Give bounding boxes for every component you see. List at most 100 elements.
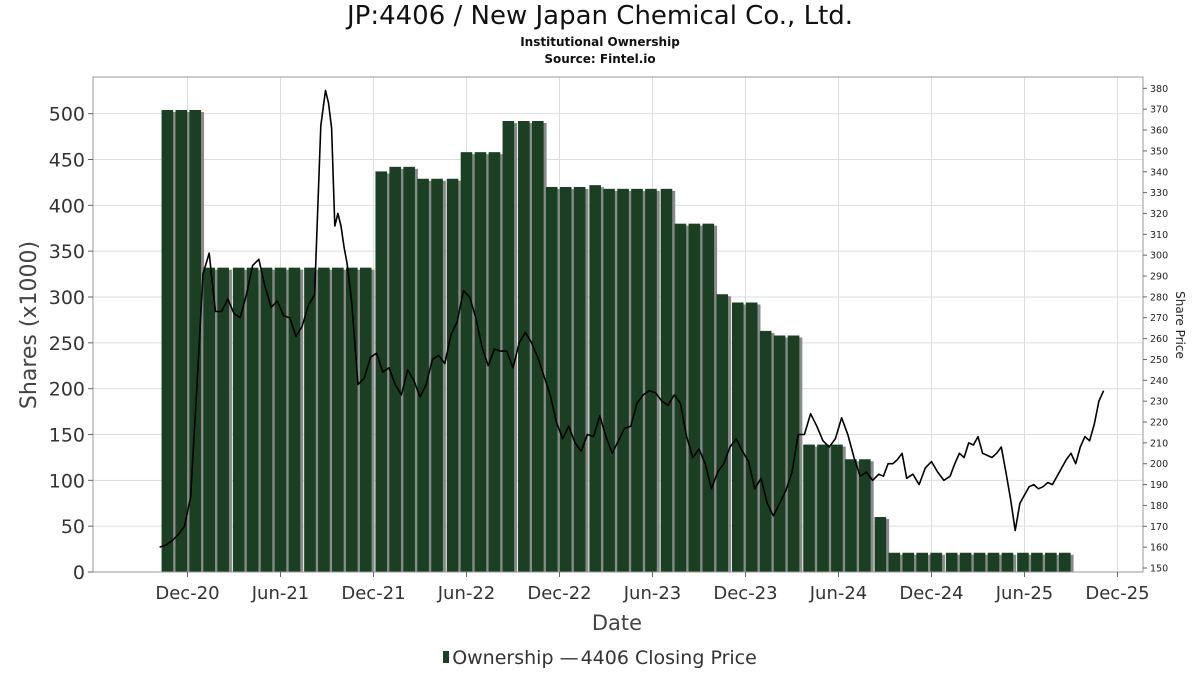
x-tick-label: Jun-21 [251, 583, 310, 604]
y2-tick-label: 180 [1150, 501, 1168, 512]
ownership-bar [446, 178, 459, 572]
x-tick-label: Dec-23 [713, 583, 777, 604]
ownership-bar [175, 110, 188, 572]
ownership-bar [888, 552, 901, 572]
ownership-bar [589, 185, 601, 572]
ownership-bar [603, 188, 615, 573]
ownership-bar [532, 121, 544, 572]
ownership-chart: 0 50 100 150 200 250 300 350 400 450 500 Dec-20 Jun-… [17, 76, 1187, 635]
y-tick-label: 50 [61, 516, 85, 538]
ownership-bar [1017, 552, 1029, 572]
y-tick-label: 500 [49, 104, 85, 126]
y2-tick-label: 330 [1150, 188, 1168, 199]
ownership-bar [773, 335, 786, 572]
legend-line-swatch: — [559, 647, 579, 669]
y2-tick-label: 300 [1150, 251, 1168, 262]
y2-tick-label: 150 [1150, 564, 1168, 575]
ownership-bar [660, 188, 673, 573]
ownership-bar [375, 171, 388, 572]
ownership-bar [874, 517, 887, 572]
x-axis-title: Date [592, 611, 642, 635]
ownership-bar [631, 188, 643, 573]
y2-tick-label: 250 [1150, 355, 1168, 366]
x-tick-label: Dec-21 [341, 583, 405, 604]
ownership-bar [930, 552, 942, 572]
ownership-bar [902, 552, 915, 572]
legend-bar-swatch [443, 651, 450, 663]
plot-frame [92, 76, 1144, 573]
ownership-bar [260, 267, 273, 572]
ownership-bar [460, 152, 473, 572]
ownership-bar [859, 459, 871, 572]
ownership-bar [803, 444, 815, 572]
ownership-bar [987, 552, 1000, 572]
legend-price: —4406 Closing Price [560, 647, 757, 669]
ownership-bar [332, 267, 344, 572]
y-tick-label: 400 [49, 195, 85, 217]
ownership-bar [545, 187, 558, 572]
chart-subtitle: Institutional Ownership [520, 35, 680, 49]
y2-tick-label: 210 [1150, 438, 1168, 449]
y2-tick-label: 160 [1150, 543, 1168, 554]
ownership-bar [417, 178, 429, 572]
ownership-bar [288, 267, 301, 572]
y-tick-label: 150 [49, 425, 85, 447]
y2-tick-label: 350 [1150, 146, 1168, 157]
chart-source: Source: Fintel.io [544, 52, 656, 66]
ownership-bar [304, 267, 316, 572]
y-tick-label: 0 [73, 562, 85, 584]
x-tick-label: Dec-20 [155, 583, 219, 604]
ownership-bar [1059, 552, 1071, 572]
chart-title: JP:4406 / New Japan Chemical Co., Ltd. [346, 1, 854, 31]
y2-tick-label: 380 [1150, 84, 1168, 95]
y2-tick-label: 320 [1150, 209, 1168, 220]
y2-tick-label: 260 [1150, 334, 1168, 345]
ownership-bar [232, 267, 245, 572]
x-tick-label: Dec-22 [527, 583, 591, 604]
y2-tick-label: 200 [1150, 459, 1168, 470]
y2-tick-label: 310 [1150, 230, 1168, 241]
legend: Ownership —4406 Closing Price [0, 647, 1200, 669]
y2-tick-label: 170 [1150, 522, 1168, 533]
x-tick-label: Jun-24 [809, 583, 868, 604]
ownership-bar [702, 223, 715, 572]
ownership-bar [559, 187, 572, 572]
ownership-bar [346, 267, 358, 572]
ownership-bar [617, 188, 629, 573]
x-tick-label: Dec-25 [1085, 583, 1149, 604]
ownership-bar [1001, 552, 1014, 572]
ownership-bar [831, 444, 843, 572]
y2-tick-label: 290 [1150, 272, 1168, 283]
ownership-bar [1045, 552, 1057, 572]
ownership-bar [274, 267, 287, 572]
y2-tick-label: 370 [1150, 105, 1168, 116]
ownership-bar [716, 294, 729, 572]
y-tick-label: 450 [49, 150, 85, 172]
ownership-bar [502, 121, 515, 572]
ownership-bar [645, 188, 657, 573]
ownership-bar [474, 152, 487, 572]
x-tick-label: Dec-24 [899, 583, 963, 604]
price-line [159, 89, 1105, 548]
y-tick-label: 100 [49, 470, 85, 492]
y2-tick-label: 190 [1150, 480, 1168, 491]
ownership-bar [246, 267, 259, 572]
ownership-bar [217, 267, 229, 572]
ownership-bar [959, 552, 972, 572]
y-axis-title: Shares (x1000) [17, 241, 42, 409]
ownership-bar [916, 552, 928, 572]
x-tick-label: Jun-25 [995, 583, 1054, 604]
x-tick-label: Jun-23 [623, 583, 682, 604]
y2-tick-label: 360 [1150, 126, 1168, 137]
y2-tick-label: 230 [1150, 397, 1168, 408]
ownership-bar [359, 267, 372, 572]
ownership-bar [318, 267, 330, 572]
ownership-bar [945, 552, 958, 572]
ownership-bar [403, 166, 415, 573]
y2-tick-label: 220 [1150, 418, 1168, 429]
y2-tick-label: 270 [1150, 313, 1168, 324]
legend-ownership: Ownership [443, 647, 554, 669]
ownership-bar [1031, 552, 1043, 572]
y2-tick-label: 280 [1150, 292, 1168, 303]
ownership-bar [389, 166, 401, 573]
